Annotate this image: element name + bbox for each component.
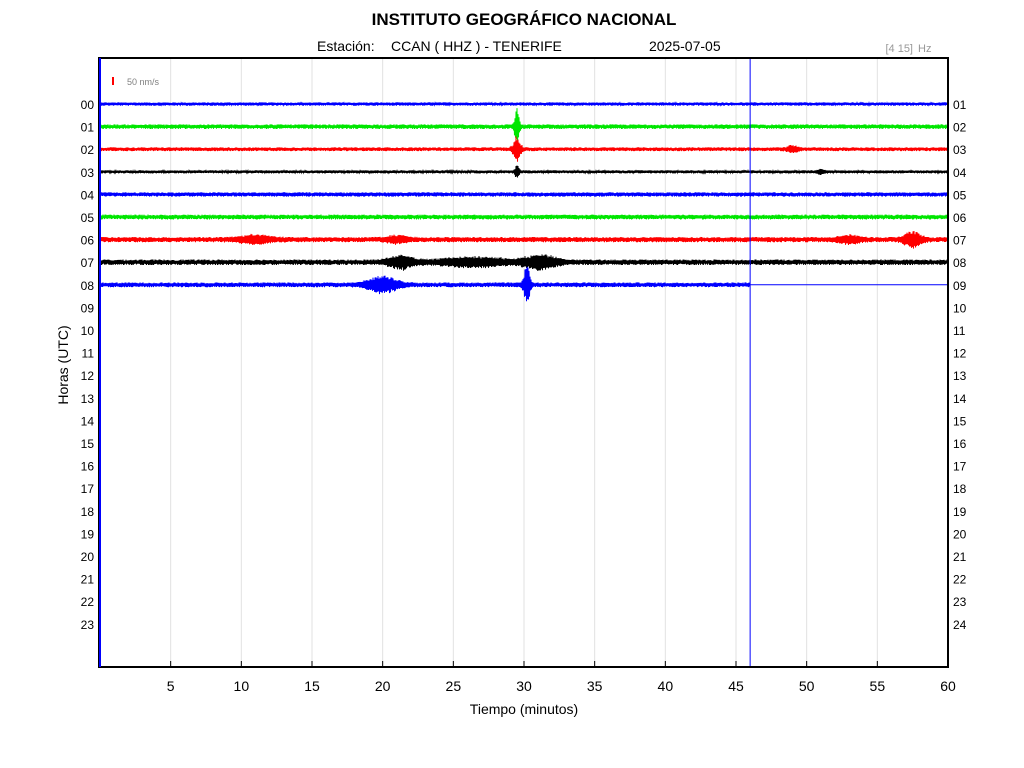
left-hour-label: 13 (81, 392, 95, 406)
x-tick-label: 15 (304, 678, 320, 694)
right-hour-label: 08 (953, 256, 967, 270)
right-hour-label: 15 (953, 414, 967, 428)
left-hour-label: 10 (81, 324, 95, 338)
x-tick-label: 50 (799, 678, 815, 694)
left-hour-label: 23 (81, 618, 95, 632)
trace-hour-00 (99, 101, 949, 107)
left-hour-label: 12 (81, 369, 95, 383)
trace-hour-02 (99, 136, 949, 162)
left-hour-label: 04 (81, 188, 95, 202)
right-hour-label: 06 (953, 211, 967, 225)
left-hour-label: 18 (81, 505, 95, 519)
right-hour-label: 19 (953, 505, 967, 519)
right-hour-label: 11 (953, 324, 966, 338)
left-hour-label: 14 (81, 414, 95, 428)
trace-hour-05 (99, 214, 949, 220)
trace-hour-04 (99, 192, 949, 197)
left-hour-label: 20 (81, 550, 95, 564)
right-hour-label: 07 (953, 234, 967, 248)
left-hour-label: 21 (81, 573, 95, 587)
left-hour-label: 09 (81, 301, 95, 315)
scale-label: 50 nm/s (127, 77, 160, 87)
station-name: CCAN ( HHZ ) - TENERIFE (391, 38, 562, 54)
trace-hour-03 (99, 165, 949, 178)
right-hour-label: 03 (953, 143, 967, 157)
right-hour-label: 18 (953, 482, 967, 496)
left-hour-label: 22 (81, 595, 95, 609)
x-tick-label: 30 (516, 678, 532, 694)
y-axis-label: Horas (UTC) (55, 325, 71, 404)
right-hour-label: 24 (953, 618, 967, 632)
left-hour-label: 02 (81, 143, 95, 157)
x-tick-label: 35 (587, 678, 603, 694)
left-hour-label: 00 (81, 98, 95, 112)
x-tick-label: 5 (167, 678, 175, 694)
right-hour-label: 14 (953, 392, 967, 406)
right-hour-label: 04 (953, 166, 967, 180)
station-prefix: Estación: (317, 38, 375, 54)
left-hour-label: 03 (81, 166, 95, 180)
left-hour-label: 06 (81, 234, 95, 248)
left-hour-label: 07 (81, 256, 95, 270)
chart-title: INSTITUTO GEOGRÁFICO NACIONAL (372, 10, 677, 29)
right-hour-labels: 01 02 03 04 05 06 07 08 09 10 11 12 13 14 15 16 17 18 19 20… (953, 98, 967, 632)
recording-date: 2025-07-05 (649, 38, 721, 54)
trace-hour-08 (99, 266, 751, 302)
filter-unit: Hz (918, 43, 931, 55)
left-hour-label: 01 (81, 121, 95, 135)
right-hour-label: 23 (953, 595, 967, 609)
x-tick-label: 10 (234, 678, 250, 694)
left-hour-label: 16 (81, 460, 95, 474)
current-time-marker (749, 58, 948, 667)
right-hour-label: 17 (953, 460, 967, 474)
x-tick-label: 20 (375, 678, 391, 694)
left-hour-label: 05 (81, 211, 95, 225)
left-hour-label: 11 (82, 347, 95, 361)
right-hour-label: 12 (953, 347, 967, 361)
left-hour-label: 19 (81, 527, 95, 541)
right-hour-label: 20 (953, 527, 967, 541)
trace-group (99, 101, 949, 302)
x-axis-label: Tiempo (minutos) (470, 701, 578, 717)
right-hour-label: 16 (953, 437, 967, 451)
x-tick-label: 40 (658, 678, 674, 694)
trace-hour-06 (99, 230, 949, 249)
right-hour-label: 05 (953, 188, 967, 202)
right-hour-label: 22 (953, 573, 967, 587)
right-hour-label: 21 (953, 550, 967, 564)
x-tick-label: 60 (940, 678, 956, 694)
trace-hour-07 (99, 254, 949, 271)
x-axis-ticks: 5 10 15 20 25 30 35 40 45 50 55 60 (167, 661, 956, 694)
x-tick-label: 55 (870, 678, 886, 694)
filter-band: [4 15] (885, 43, 913, 55)
right-hour-label: 13 (953, 369, 967, 383)
trace-hour-01 (99, 108, 949, 147)
right-hour-label: 09 (953, 279, 967, 293)
x-tick-label: 25 (446, 678, 462, 694)
vertical-grid (170, 58, 878, 667)
x-tick-label: 45 (728, 678, 744, 694)
right-hour-label: 02 (953, 121, 967, 135)
right-hour-label: 10 (953, 301, 967, 315)
left-hour-label: 15 (81, 437, 95, 451)
right-hour-label: 01 (953, 98, 967, 112)
left-hour-label: 17 (81, 482, 95, 496)
left-hour-labels: 00 01 02 03 04 05 06 07 08 09 10 11 12 13 14 15 16 17 18 19… (81, 98, 95, 632)
left-hour-label: 08 (81, 279, 95, 293)
